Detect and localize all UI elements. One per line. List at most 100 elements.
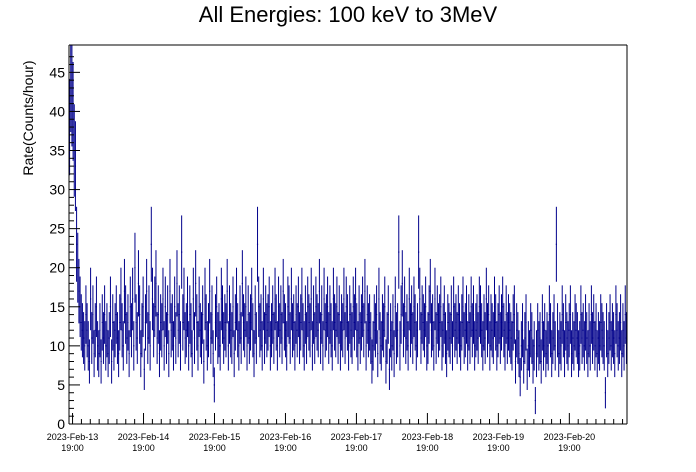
data-point xyxy=(594,321,596,371)
data-point xyxy=(140,330,142,378)
data-point xyxy=(502,276,504,338)
data-point xyxy=(556,303,559,358)
data-point xyxy=(437,303,440,358)
data-point xyxy=(353,294,356,351)
data-point xyxy=(406,294,408,351)
data-point xyxy=(485,267,487,331)
data-point xyxy=(583,321,585,371)
data-point xyxy=(456,312,458,364)
data-point xyxy=(137,250,140,317)
data-point xyxy=(520,321,522,371)
data-point xyxy=(616,303,618,358)
data-point xyxy=(213,367,215,403)
data-point xyxy=(237,303,239,358)
data-point xyxy=(568,303,570,358)
data-point xyxy=(329,285,331,344)
data-point xyxy=(493,276,496,338)
data-point xyxy=(482,321,484,371)
data-point xyxy=(210,312,212,364)
data-point xyxy=(441,321,443,371)
data-point xyxy=(183,267,185,331)
data-point xyxy=(165,312,168,364)
data-point xyxy=(286,321,288,371)
data-point xyxy=(323,267,325,331)
data-point xyxy=(470,276,472,338)
data-point xyxy=(134,232,136,303)
data-point xyxy=(361,276,364,338)
data-point xyxy=(254,285,256,344)
data-point xyxy=(129,276,131,338)
data-point xyxy=(386,312,388,364)
x-tick-label: 2023-Feb-16 xyxy=(260,432,312,442)
data-point xyxy=(160,294,162,351)
data-point xyxy=(345,276,347,338)
data-point xyxy=(380,321,382,371)
data-point xyxy=(301,267,303,331)
data-point xyxy=(119,294,121,351)
data-point xyxy=(75,206,78,282)
data-point xyxy=(409,303,412,358)
data-point xyxy=(516,303,518,358)
data-point xyxy=(297,276,299,338)
data-point xyxy=(307,276,309,338)
data-point xyxy=(321,285,323,344)
data-point xyxy=(462,276,464,338)
data-point xyxy=(518,330,520,378)
data-point xyxy=(331,321,333,371)
data-point xyxy=(612,312,615,364)
data-point xyxy=(153,303,155,358)
data-point xyxy=(436,285,438,344)
data-point xyxy=(623,321,625,371)
data-point xyxy=(177,303,179,358)
data-point xyxy=(363,303,365,358)
data-point xyxy=(373,294,375,351)
data-point xyxy=(352,276,354,338)
data-point xyxy=(446,330,448,378)
data-point xyxy=(573,321,575,371)
y-tick-label: 45 xyxy=(49,64,65,80)
data-point xyxy=(454,303,456,358)
data-point xyxy=(120,267,122,331)
data-point xyxy=(587,330,589,378)
data-point xyxy=(304,285,306,344)
data-point xyxy=(401,250,403,317)
data-point xyxy=(309,303,311,358)
data-point xyxy=(274,267,276,331)
data-point xyxy=(542,321,545,371)
data-point xyxy=(198,276,200,338)
x-tick-label: 19:00 xyxy=(487,443,510,453)
data-point xyxy=(476,294,478,351)
data-point xyxy=(544,303,546,358)
data-point xyxy=(593,294,595,351)
data-point xyxy=(154,276,156,338)
data-point xyxy=(319,312,322,364)
data-point xyxy=(330,303,332,358)
data-point xyxy=(497,303,499,358)
data-point xyxy=(378,267,380,331)
data-point xyxy=(342,303,344,358)
data-point xyxy=(150,206,152,282)
data-point xyxy=(147,312,149,364)
data-point xyxy=(238,321,240,371)
data-point xyxy=(242,294,245,351)
data-point xyxy=(253,330,255,378)
data-point xyxy=(284,303,287,358)
data-point xyxy=(333,294,336,351)
data-point xyxy=(621,330,623,378)
data-point xyxy=(109,276,112,338)
data-point xyxy=(572,312,574,364)
data-point xyxy=(586,312,588,364)
data-point xyxy=(224,294,226,351)
data-point xyxy=(371,339,373,384)
data-point xyxy=(453,276,455,338)
data-point xyxy=(337,312,339,364)
data-point xyxy=(302,303,304,358)
data-point xyxy=(318,258,320,324)
data-point xyxy=(171,294,173,351)
data-point xyxy=(429,258,431,324)
data-point xyxy=(435,312,437,364)
data-point xyxy=(539,312,541,364)
y-tick-label: 20 xyxy=(49,260,65,276)
data-point xyxy=(94,303,96,358)
